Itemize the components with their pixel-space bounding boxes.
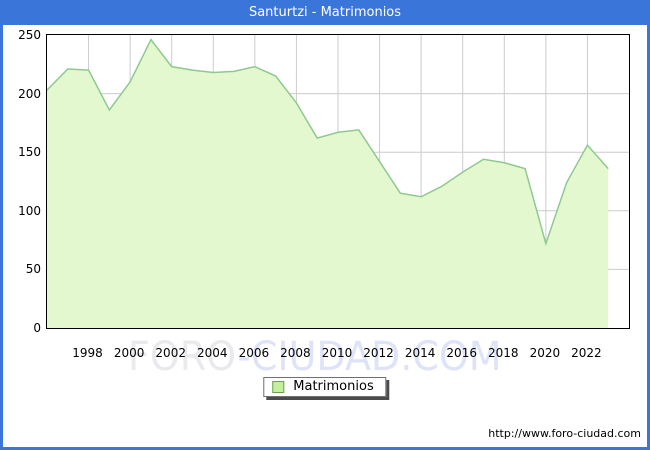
legend-swatch-icon xyxy=(272,381,285,393)
frame-border-right xyxy=(647,25,650,450)
x-tick-label: 2018 xyxy=(488,346,519,360)
x-tick-label: 2010 xyxy=(321,346,353,360)
y-tick-label: 100 xyxy=(18,203,41,218)
x-tick-label: 2016 xyxy=(446,346,477,360)
x-tick-label: 2020 xyxy=(529,346,561,360)
x-tick-label: 1998 xyxy=(72,346,103,360)
frame-border-left xyxy=(0,25,3,450)
x-tick-label: 2004 xyxy=(197,346,228,360)
y-tick-label: 50 xyxy=(25,262,41,277)
x-tick-label: 2000 xyxy=(113,346,145,360)
y-tick-label: 250 xyxy=(18,28,41,42)
x-tick-label: 2022 xyxy=(571,346,602,360)
y-tick-label: 0 xyxy=(33,321,41,335)
legend-label: Matrimonios xyxy=(293,379,374,394)
area-chart xyxy=(47,35,629,328)
chart-title-bar: Santurtzi - Matrimonios xyxy=(0,0,650,25)
x-tick-label: 2012 xyxy=(363,346,394,360)
x-tick-label: 2014 xyxy=(404,346,436,360)
x-tick-label: 2008 xyxy=(280,346,311,360)
frame-border-bottom xyxy=(0,447,650,450)
x-tick-label: 2002 xyxy=(155,346,186,360)
chart-title: Santurtzi - Matrimonios xyxy=(248,5,402,20)
legend-box: Matrimonios xyxy=(263,377,387,397)
footer-url: http://www.foro-ciudad.com xyxy=(488,427,641,440)
y-tick-label: 200 xyxy=(18,86,41,101)
y-tick-label: 150 xyxy=(18,145,41,160)
plot-area xyxy=(46,34,630,329)
x-tick-label: 2006 xyxy=(238,346,270,360)
